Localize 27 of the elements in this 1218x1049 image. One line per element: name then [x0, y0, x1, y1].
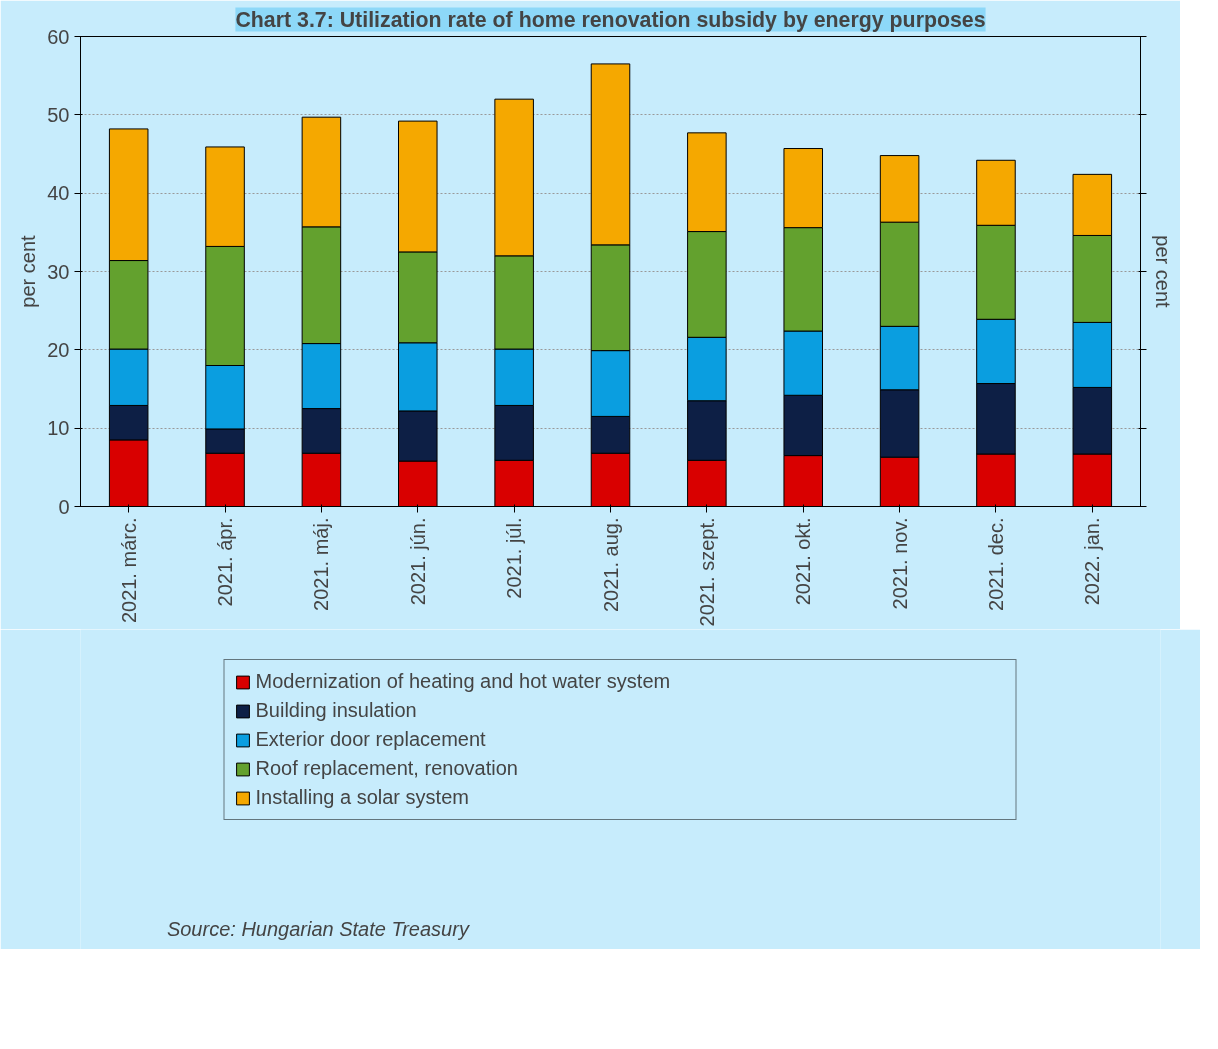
- source-note: Source: Hungarian State Treasury: [166, 917, 470, 940]
- y-tick-label: 20: [47, 338, 70, 361]
- x-tick-label: 2021. júl.: [503, 517, 526, 599]
- x-tick-label: 2021. szept.: [695, 517, 718, 627]
- y-tick-label: 60: [47, 25, 70, 48]
- x-tick-label: 2021. ápr.: [214, 517, 237, 607]
- y-tick-label: 30: [47, 260, 70, 283]
- legend-label: Installing a solar system: [255, 786, 470, 809]
- x-tick-label: 2022. jan.: [1081, 517, 1104, 606]
- y-tick-label: 0: [58, 495, 70, 518]
- x-tick-label: 2021. máj.: [310, 517, 333, 611]
- x-tick-label: 2021. márc.: [117, 517, 140, 624]
- x-tick-label: 2021. aug.: [599, 517, 622, 613]
- y-tick-label: 10: [47, 417, 70, 440]
- y-axis-title: per cent: [17, 234, 40, 308]
- x-tick-label: 2021. dec.: [984, 517, 1007, 611]
- y-tick-label: 40: [47, 182, 70, 205]
- legend-label: Roof replacement, renovation: [255, 757, 519, 780]
- y-tick-label: 50: [47, 103, 70, 126]
- x-tick-label: 2021. okt.: [792, 517, 815, 606]
- y2-axis-title: per cent: [1151, 235, 1174, 309]
- x-tick-label: 2021. jún.: [406, 517, 429, 606]
- x-tick-label: 2021. nov.: [888, 517, 911, 610]
- chart-title: Chart 3.7: Utilization rate of home renovation subsidy by energy purposes: [235, 7, 986, 32]
- legend-label: Modernization of heating and hot water system: [255, 670, 672, 693]
- legend-label: Building insulation: [255, 699, 418, 722]
- legend-label: Exterior door replacement: [255, 728, 487, 751]
